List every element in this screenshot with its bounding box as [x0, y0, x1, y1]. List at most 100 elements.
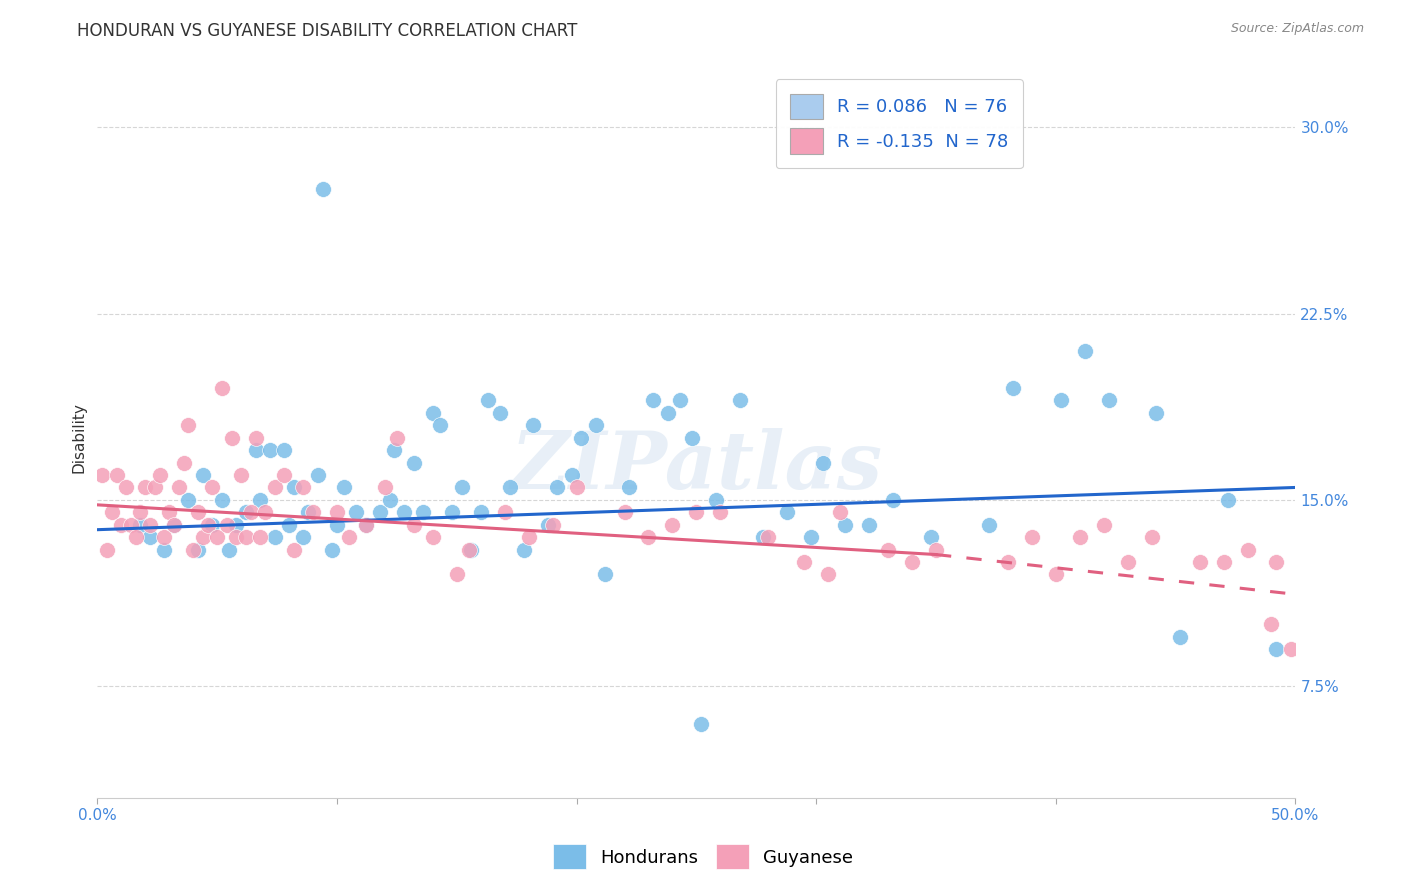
Point: [489, 406, 512, 420]
Point: [494, 505, 516, 519]
Point: [249, 492, 271, 507]
Point: [422, 406, 444, 420]
Point: [619, 480, 641, 494]
Point: [1073, 343, 1095, 358]
Legend: R = 0.086   N = 76, R = -0.135  N = 78: R = 0.086 N = 76, R = -0.135 N = 78: [776, 79, 1022, 169]
Point: [110, 517, 132, 532]
Point: [813, 456, 835, 470]
Point: [163, 517, 186, 532]
Point: [283, 542, 305, 557]
Point: [440, 505, 463, 519]
Point: [643, 393, 665, 408]
Point: [1265, 642, 1288, 657]
Point: [1021, 530, 1043, 544]
Point: [402, 456, 425, 470]
Point: [668, 393, 690, 408]
Point: [263, 530, 285, 544]
Point: [337, 530, 360, 544]
Point: [571, 431, 593, 445]
Point: [977, 517, 1000, 532]
Point: [429, 418, 451, 433]
Point: [1069, 530, 1091, 544]
Point: [302, 505, 325, 519]
Point: [1236, 542, 1258, 557]
Point: [211, 381, 233, 395]
Point: [273, 468, 295, 483]
Point: [134, 480, 156, 494]
Point: [115, 480, 138, 494]
Point: [1049, 393, 1071, 408]
Point: [1212, 555, 1234, 569]
Point: [546, 480, 568, 494]
Point: [1146, 406, 1168, 420]
Point: [709, 505, 731, 519]
Text: Source: ZipAtlas.com: Source: ZipAtlas.com: [1230, 22, 1364, 36]
Point: [834, 517, 856, 532]
Point: [249, 530, 271, 544]
Point: [1170, 630, 1192, 644]
Point: [191, 530, 214, 544]
Point: [333, 480, 356, 494]
Point: [307, 468, 329, 483]
Point: [877, 542, 900, 557]
Point: [235, 530, 257, 544]
Point: [205, 530, 228, 544]
Point: [225, 530, 247, 544]
Point: [344, 505, 367, 519]
Point: [1265, 555, 1288, 569]
Point: [278, 517, 301, 532]
Point: [215, 517, 238, 532]
Point: [1097, 393, 1119, 408]
Point: [392, 505, 415, 519]
Point: [1092, 517, 1115, 532]
Point: [412, 505, 434, 519]
Point: [817, 567, 839, 582]
Point: [221, 431, 243, 445]
Point: [235, 505, 257, 519]
Point: [457, 542, 479, 557]
Text: ZIPatlas: ZIPatlas: [510, 428, 883, 506]
Point: [129, 517, 152, 532]
Point: [191, 468, 214, 483]
Point: [681, 431, 703, 445]
Point: [561, 468, 583, 483]
Point: [565, 480, 588, 494]
Point: [657, 406, 679, 420]
Point: [1260, 617, 1282, 632]
Text: HONDURAN VS GUYANESE DISABILITY CORRELATION CHART: HONDURAN VS GUYANESE DISABILITY CORRELAT…: [77, 22, 578, 40]
Y-axis label: Disability: Disability: [72, 402, 86, 473]
Point: [326, 517, 349, 532]
Point: [245, 443, 267, 458]
Point: [167, 480, 190, 494]
Point: [91, 468, 114, 483]
Point: [537, 517, 560, 532]
Point: [201, 480, 224, 494]
Point: [157, 505, 180, 519]
Point: [149, 468, 172, 483]
Point: [177, 418, 200, 433]
Point: [177, 492, 200, 507]
Point: [498, 480, 520, 494]
Point: [105, 468, 128, 483]
Point: [1188, 555, 1211, 569]
Point: [1140, 530, 1163, 544]
Point: [541, 517, 564, 532]
Point: [925, 542, 948, 557]
Point: [1218, 492, 1240, 507]
Point: [245, 431, 267, 445]
Point: [201, 517, 224, 532]
Point: [585, 418, 607, 433]
Point: [139, 517, 162, 532]
Point: [163, 517, 186, 532]
Point: [259, 443, 281, 458]
Point: [800, 530, 823, 544]
Point: [378, 492, 401, 507]
Point: [292, 530, 315, 544]
Point: [187, 542, 209, 557]
Point: [173, 456, 195, 470]
Point: [776, 505, 799, 519]
Point: [460, 542, 482, 557]
Point: [125, 530, 148, 544]
Point: [283, 480, 305, 494]
Point: [446, 567, 468, 582]
